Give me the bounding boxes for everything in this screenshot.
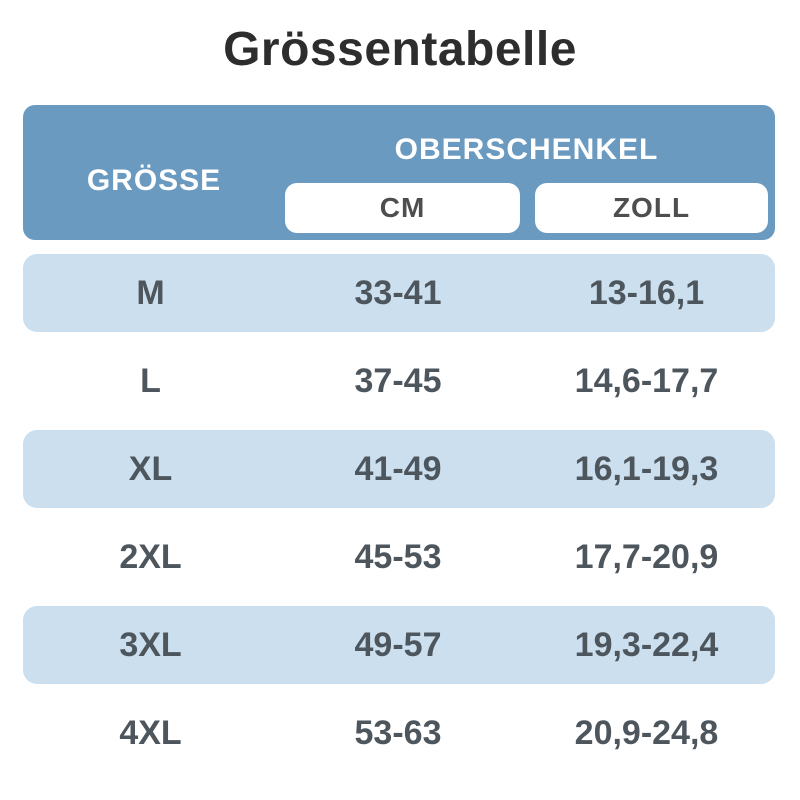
- cm-cell: 45-53: [354, 537, 442, 576]
- row-highlight: [23, 254, 775, 332]
- size-cell: 4XL: [119, 713, 182, 752]
- table-row-xl: XL 41-49 16,1-19,3: [23, 425, 775, 513]
- cm-cell: 49-57: [354, 625, 442, 664]
- zoll-cell: 13-16,1: [588, 273, 705, 312]
- size-cell: L: [140, 361, 161, 400]
- size-table: GRÖSSE OBERSCHENKEL CM ZOLL M 33-41 13-1…: [23, 105, 775, 777]
- table-row-l: L 37-45 14,6-17,7: [23, 337, 775, 425]
- cm-cell: 41-49: [354, 449, 442, 488]
- table-row-3xl: 3XL 49-57 19,3-22,4: [23, 601, 775, 689]
- row-highlight: [23, 606, 775, 684]
- size-cell: M: [136, 273, 165, 312]
- size-cell: 2XL: [119, 537, 182, 576]
- row-highlight: [23, 430, 775, 508]
- cm-cell: 37-45: [354, 361, 442, 400]
- table-body: M 33-41 13-16,1 L 37-45 14,6-17,7 XL 41-…: [23, 249, 775, 777]
- cm-unit-header: CM: [285, 183, 520, 233]
- zoll-cell: 19,3-22,4: [574, 625, 719, 664]
- thigh-group-header: OBERSCHENKEL: [394, 133, 659, 166]
- cm-cell: 53-63: [354, 713, 442, 752]
- size-column-header: GRÖSSE: [86, 164, 222, 197]
- cm-cell: 33-41: [354, 273, 442, 312]
- table-header: GRÖSSE OBERSCHENKEL CM ZOLL: [23, 105, 775, 240]
- size-cell: XL: [128, 449, 173, 488]
- zoll-cell: 17,7-20,9: [574, 537, 719, 576]
- table-row-2xl: 2XL 45-53 17,7-20,9: [23, 513, 775, 601]
- zoll-unit-header: ZOLL: [535, 183, 768, 233]
- table-row-4xl: 4XL 53-63 20,9-24,8: [23, 689, 775, 777]
- zoll-cell: 20,9-24,8: [574, 713, 719, 752]
- table-row-m: M 33-41 13-16,1: [23, 249, 775, 337]
- size-cell: 3XL: [119, 625, 182, 664]
- page-title: Grössentabelle: [223, 23, 577, 76]
- zoll-cell: 14,6-17,7: [574, 361, 719, 400]
- zoll-cell: 16,1-19,3: [574, 449, 719, 488]
